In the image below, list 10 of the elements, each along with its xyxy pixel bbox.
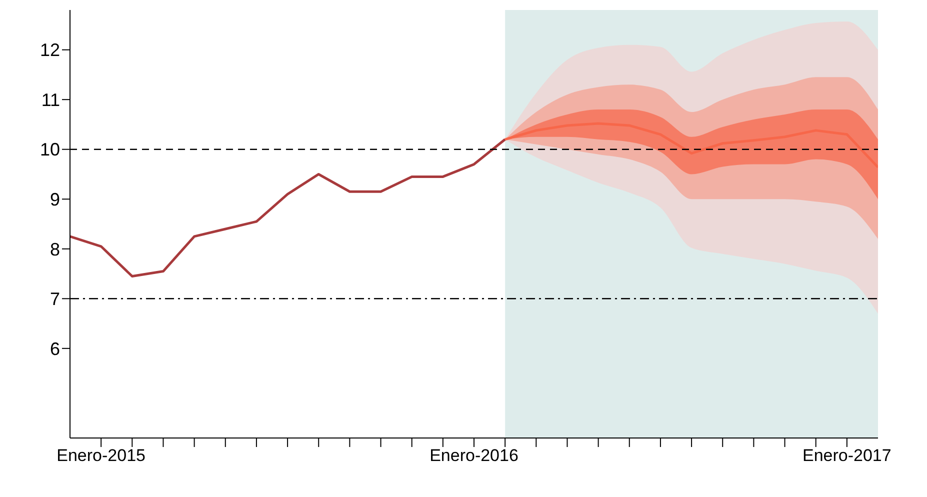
x-tick-label: Enero-2015 [56, 446, 146, 466]
y-tick-label: 7 [50, 289, 60, 310]
y-tick-label: 6 [50, 338, 60, 359]
y-tick-label: 10 [40, 140, 60, 160]
y-tick-label: 11 [41, 90, 60, 110]
y-tick-label: 8 [50, 239, 60, 260]
y-tick-label: 9 [50, 190, 60, 210]
x-tick-label: Enero-2016 [430, 446, 518, 466]
x-tick-label: Enero-2017 [802, 446, 892, 466]
y-tick-label: 12 [40, 40, 60, 60]
